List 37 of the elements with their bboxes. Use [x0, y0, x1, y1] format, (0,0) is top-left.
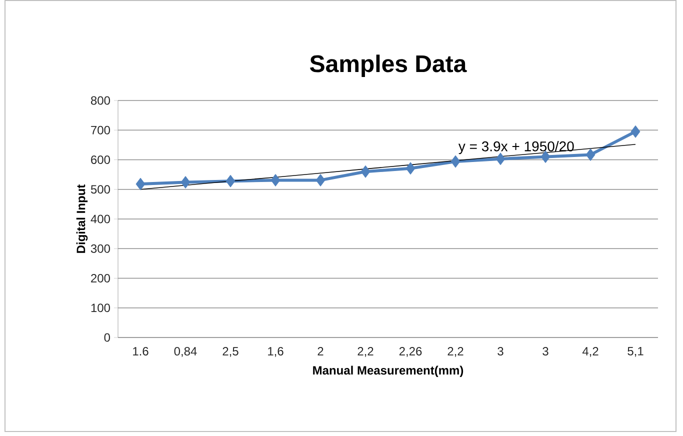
x-tick-label: 0,84 [174, 347, 197, 358]
point [360, 166, 370, 178]
x-tick-label: 2,5 [222, 347, 238, 358]
x-tick-label: 1,6 [268, 347, 284, 358]
x-tick-label: 2,26 [399, 347, 422, 358]
point [496, 152, 506, 166]
x-tick-label: 2,2 [448, 347, 464, 358]
x-tick-label: 2 [318, 347, 324, 356]
point [316, 174, 326, 187]
x-tick-label: 3 [542, 347, 548, 356]
y-tick-label: 200 [91, 274, 110, 283]
point [586, 148, 596, 162]
x-tick-label: 1.6 [133, 347, 148, 356]
y-tick-label: 0 [104, 334, 110, 342]
point [180, 176, 190, 189]
point [270, 174, 280, 187]
x-tick-label: 3 [498, 347, 504, 356]
x-tick-label: 4,2 [582, 347, 598, 358]
x-tick-label: 2,2 [358, 347, 374, 358]
chart-title: Samples Data [310, 54, 467, 78]
point [226, 175, 236, 188]
y-axis-title: Digital Input [76, 184, 88, 254]
y-tick-label: 700 [91, 126, 110, 135]
point [136, 178, 146, 191]
point [450, 156, 460, 168]
x-tick-label: 5,1 [628, 347, 644, 358]
point [630, 126, 640, 138]
point [406, 162, 416, 175]
y-tick-label: 400 [90, 215, 110, 224]
y-tick-label: 100 [91, 304, 110, 312]
annotation: y = 3.9x + 1950/20 [458, 141, 574, 154]
y-tick-label: 600 [91, 156, 110, 164]
y-tick-label: 300 [90, 244, 110, 254]
y-tick-label: 500 [90, 185, 110, 194]
y-tick-label: 800 [90, 96, 110, 106]
x-axis-title: Manual Measurement(mm) [313, 366, 464, 378]
point [540, 150, 550, 164]
